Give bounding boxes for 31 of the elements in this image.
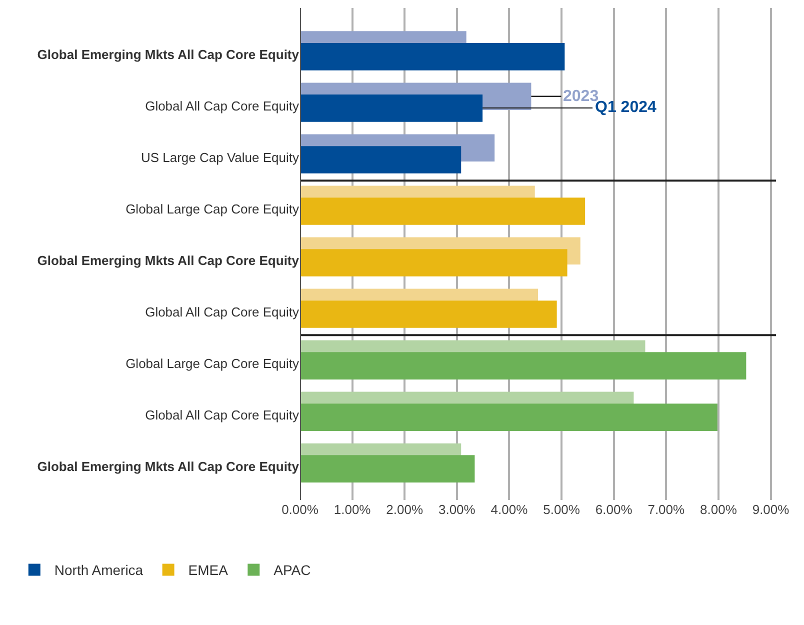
x-tick-label: 7.00% [648,502,686,517]
x-tick-label: 5.00% [543,502,580,517]
bar [300,455,475,482]
y-tick-label: Global Emerging Mkts All Cap Core Equity [37,46,300,62]
x-tick-label: 9.00% [752,502,790,517]
legend-label: North America [54,562,144,578]
bar [300,146,462,174]
y-tick-label: Global Emerging Mkts All Cap Core Equity [37,252,300,268]
bar [300,94,483,122]
y-tick-label: Global Large Cap Core Equity [126,201,300,216]
y-tick-label: US Large Cap Value Equity [140,150,300,165]
bar [300,352,746,380]
bar [300,300,557,328]
x-tick-label: 4.00% [490,502,528,517]
bar [300,43,565,70]
bar [300,404,718,431]
x-tick-label: 2.00% [386,502,424,517]
y-tick-label: Global All Cap Core Equity [145,304,300,320]
bar [300,198,586,225]
x-tick-label: 3.00% [438,502,476,517]
x-tick-label: 1.00% [334,502,372,517]
y-tick-label: Global All Cap Core Equity [145,408,300,423]
y-tick-label: Global All Cap Core Equity [145,98,300,114]
y-tick-label: Global Emerging Mkts All Cap Core Equity [37,459,300,474]
x-tick-label: 8.00% [700,502,738,517]
legend-label: APAC [274,562,311,578]
bar [300,249,568,276]
y-tick-label: Global Large Cap Core Equity [126,356,300,372]
x-tick-label: 0.00% [282,502,319,517]
legend-label: EMEA [188,562,229,578]
x-tick-label: 6.00% [595,502,633,517]
